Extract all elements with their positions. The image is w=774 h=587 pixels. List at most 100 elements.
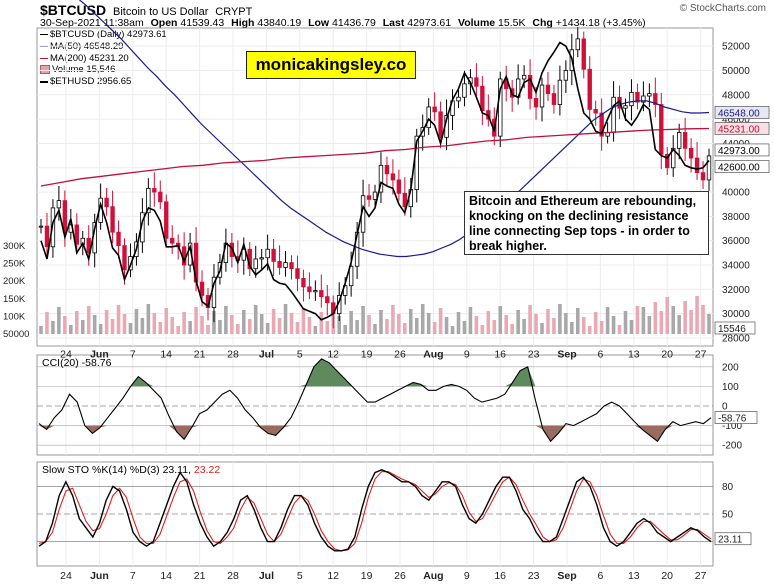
volume-bar — [540, 323, 544, 334]
candle-body — [581, 38, 586, 70]
volume-bar — [689, 310, 693, 334]
candle-body — [265, 248, 270, 259]
candle-body — [289, 262, 294, 270]
volume-bar — [295, 322, 300, 334]
x-tick-label-top: 5 — [297, 349, 303, 361]
volume-bar — [158, 322, 163, 334]
candle-body — [671, 147, 676, 169]
x-tick-label-top: 20 — [661, 349, 673, 361]
ma200-tag: 45231.00 — [718, 124, 760, 135]
panel-frame-0 — [36, 27, 714, 347]
candle-body — [378, 164, 384, 193]
candle-body — [164, 201, 169, 239]
volume-bar — [420, 304, 425, 334]
volume-bar — [528, 305, 532, 334]
candle-body — [653, 93, 658, 105]
x-tick-label-top: 13 — [628, 349, 640, 361]
y-tick-label: 34000 — [722, 261, 750, 272]
volume-bar — [224, 306, 228, 334]
candle-body — [301, 278, 306, 288]
volume-bar — [146, 304, 151, 334]
candle-body — [539, 84, 545, 108]
volume-bar — [301, 308, 306, 334]
candle-body — [706, 155, 712, 181]
candle-body — [74, 224, 79, 245]
date: 30-Sep-2021 11:38am — [40, 17, 144, 29]
candle-body — [480, 85, 485, 112]
candle-body — [319, 290, 324, 298]
candle-body — [676, 132, 682, 149]
candle-body — [533, 98, 539, 108]
volume-bar — [236, 324, 240, 334]
volume-tag-box — [714, 321, 756, 335]
volume-bar — [659, 311, 664, 334]
ma200-tag-box — [714, 122, 770, 135]
panel-frame-1 — [36, 354, 714, 456]
volume-bar — [462, 321, 467, 334]
volume-bar — [134, 309, 139, 334]
x-tick-label-bottom: 26 — [394, 570, 406, 582]
volume-bar — [570, 322, 574, 334]
volume-bar — [170, 317, 175, 334]
candle-body — [557, 79, 563, 105]
volume-bar — [343, 325, 347, 334]
x-tick-label-top: Jul — [259, 349, 274, 361]
volume-bar — [575, 308, 580, 334]
x-tick-label-bottom: 28 — [227, 570, 239, 582]
candle-body — [700, 172, 706, 181]
candle-body — [623, 105, 628, 109]
brand-watermark: monicakingsley.co — [246, 51, 416, 79]
volume-bar — [367, 315, 371, 334]
volume-bar — [510, 324, 514, 334]
volume-bar — [385, 319, 389, 334]
candle-body — [295, 268, 300, 279]
candle-body — [283, 262, 288, 268]
candle-body — [694, 157, 700, 174]
x-tick-label-bottom: 6 — [597, 570, 603, 582]
volume-bar — [623, 311, 628, 334]
x-tick-label-bottom: 12 — [327, 570, 339, 582]
cci-tick-label: -100 — [722, 421, 742, 432]
candle-body — [462, 83, 467, 98]
cci-tick-label: 100 — [722, 382, 739, 393]
candle-body — [307, 286, 312, 293]
candle-body — [456, 96, 461, 102]
volume-tick-label: 200K — [3, 276, 26, 287]
volume-bar — [152, 313, 157, 334]
candle-body — [414, 135, 419, 191]
volume-bar — [647, 316, 652, 334]
symbol: $BTCUSD — [40, 2, 107, 18]
candle-body — [110, 206, 115, 233]
volume-bar — [319, 312, 324, 334]
ma50-tag: 46548.00 — [718, 108, 760, 119]
volume-bar — [581, 317, 586, 334]
volume-bar — [80, 320, 85, 334]
candle-body — [122, 245, 127, 271]
candle-body — [199, 281, 205, 296]
volume-bar — [426, 313, 431, 334]
candle-body — [402, 192, 408, 208]
y-tick-label: 48000 — [722, 90, 750, 101]
candle-body — [551, 93, 557, 105]
volume-bar — [695, 296, 699, 334]
volume-bar — [206, 325, 210, 334]
volume-bar — [259, 314, 264, 334]
volume-bar — [98, 324, 103, 334]
x-tick-label-bottom: 7 — [130, 570, 136, 582]
volume-bar — [450, 326, 455, 334]
volume-bar — [397, 314, 401, 334]
x-tick-label-bottom: Aug — [423, 570, 443, 582]
volume-bar — [498, 306, 503, 334]
candle-body — [647, 93, 652, 97]
candle-body — [44, 225, 50, 248]
volume-bar — [677, 315, 681, 334]
sto-tag: 23.11 — [718, 535, 743, 546]
candle-body — [277, 260, 282, 268]
volume-bar — [605, 307, 610, 334]
legend-eth: $ETHUSD 2956.65 — [40, 76, 167, 88]
x-tick-label-bottom: 21 — [194, 570, 206, 582]
volume-bar — [69, 325, 73, 334]
candle-body — [682, 132, 688, 149]
x-tick-label-top: 28 — [227, 349, 239, 361]
